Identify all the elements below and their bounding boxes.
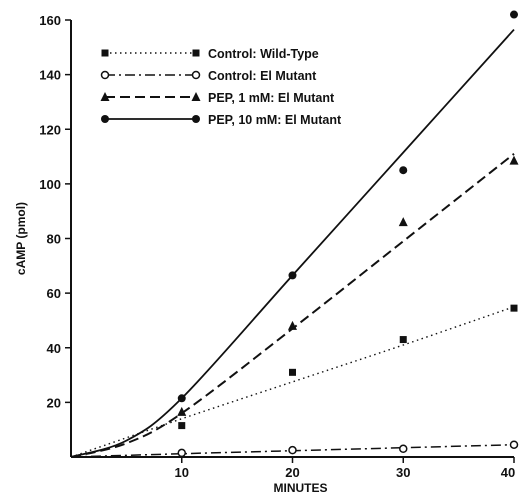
data-point-filled-circle (177, 394, 186, 403)
legend-marker-triangle (191, 92, 201, 101)
data-point-filled-circle (288, 271, 297, 280)
data-point-triangle (509, 155, 519, 165)
x-tick-label: 40 (501, 465, 515, 480)
legend-marker-filled-circle (192, 115, 200, 123)
data-point-filled-circle (399, 166, 408, 175)
data-point-open-circle (509, 440, 519, 449)
legend-label: Control: El Mutant (208, 69, 317, 83)
plot-area (71, 10, 519, 458)
x-tick-label: 20 (285, 465, 299, 480)
data-point-open-circle (288, 445, 297, 455)
y-tick-label: 100 (39, 177, 61, 192)
series-line-triangle (71, 153, 515, 457)
legend-label: Control: Wild-Type (208, 47, 319, 61)
data-point-filled-circle (510, 10, 518, 19)
data-point-triangle (288, 320, 297, 330)
series-line-filled-circle (71, 28, 515, 457)
legend-marker-open-circle (100, 70, 110, 80)
x-axis-label: MINUTES (274, 481, 328, 495)
data-point-open-circle (399, 444, 408, 454)
legend-marker-filled-circle (101, 115, 109, 123)
data-point-triangle (177, 406, 187, 416)
data-point-square (289, 368, 296, 376)
legend-marker-open-circle (191, 70, 201, 80)
data-point-triangle (398, 217, 408, 227)
data-point-square (399, 336, 407, 344)
y-tick-label: 20 (47, 395, 61, 410)
legend: Control: Wild-Type Control: El Mutant PEP,… (100, 47, 342, 127)
y-tick-label: 140 (39, 68, 61, 83)
axes: 20 40 60 80 100 120 140 160 10 20 30 40 (39, 13, 515, 480)
y-tick-label: 40 (47, 341, 61, 356)
legend-marker-square (192, 49, 200, 57)
legend-marker-square (101, 49, 109, 57)
x-tick-label: 30 (396, 465, 410, 480)
y-tick-label: 80 (47, 232, 61, 247)
y-tick-label: 60 (47, 286, 61, 301)
y-tick-label: 120 (39, 122, 61, 137)
data-point-square (178, 422, 186, 430)
legend-marker-triangle (100, 92, 110, 101)
data-point-open-circle (177, 448, 186, 458)
x-tick-label: 10 (175, 465, 189, 480)
data-point-square (510, 304, 518, 312)
legend-label: PEP, 1 mM: El Mutant (208, 91, 335, 105)
legend-label: PEP, 10 mM: El Mutant (208, 113, 342, 127)
y-axis-label: cAMP (pmol) (14, 202, 28, 275)
y-tick-label: 160 (39, 13, 61, 28)
